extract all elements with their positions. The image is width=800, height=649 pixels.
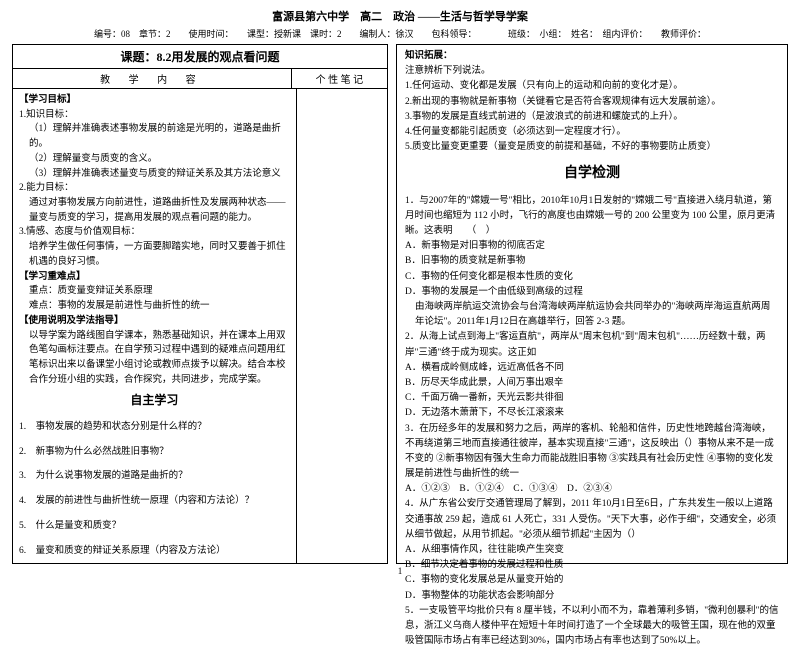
extension-heading: 知识拓展： (405, 49, 779, 64)
focus-heading: 【学习重难点】 (19, 270, 290, 285)
ext-item: 2.新出现的事物就是新事物（关键看它是否符合客观规律有远大发展前途）。 (405, 95, 779, 110)
test-option: D．事物整体的功能状态会影响部分 (405, 589, 779, 604)
goals-heading: 【学习目标】 (19, 93, 290, 108)
question-item: 3. 为什么说事物发展的道路是曲折的？ (19, 469, 290, 484)
knowledge-heading: 1.知识目标： (19, 108, 290, 123)
test-option: A．①②③ B．①②④ C．①③④ D．②③④ (405, 482, 779, 497)
notes-column (297, 89, 387, 563)
question-item: 2. 新事物为什么必然战胜旧事物？ (19, 445, 290, 460)
self-study-heading: 自主学习 (19, 391, 290, 410)
ext-item: 注意辨析下列说法。 (405, 64, 779, 79)
doc-header-title: 富源县第六中学 高二 政治 ——生活与哲学导学案 (12, 8, 788, 24)
k-item: （1）理解并准确表述事物发展的前途是光明的，道路是曲折的。 (19, 122, 290, 151)
k-item: （2）理解量变与质变的含义。 (19, 152, 290, 167)
test-option: C．事物的变化发展总是从量变开始的 (405, 573, 779, 588)
question-item: 1. 事物发展的趋势和状态分别是什么样的？ (19, 420, 290, 435)
usage-text: 以导学案为路线图自学课本，熟悉基础知识，并在课本上用双色笔勾画标注要点。在自学预… (19, 329, 290, 388)
ext-item: 3.事物的发展是直线式前进的（是波浪式的前进和螺旋式的上升）。 (405, 110, 779, 125)
main-container: 课题：8.2用发展的观点看问题 教 学 内 容 个 性 笔 记 【学习目标】 1… (12, 44, 788, 564)
doc-header-meta: 编号：08 章节：2 使用时间： 课型：授新课 课时：2 编制人：徐汉 包科领导… (12, 27, 788, 40)
lesson-title: 课题：8.2用发展的观点看问题 (13, 45, 387, 69)
test-option: B．细节决定着事物的发展过程和性质 (405, 558, 779, 573)
question-item: 6. 量变和质变的辩证关系原理（内容及方法论） (19, 544, 290, 559)
question-item: 5. 什么是量变和质变？ (19, 519, 290, 534)
focus-item: 重点：质变量变辩证关系原理 (19, 284, 290, 299)
test-option: A．横看成岭侧成峰，远近高低各不同 (405, 361, 779, 376)
left-column: 课题：8.2用发展的观点看问题 教 学 内 容 个 性 笔 记 【学习目标】 1… (12, 44, 388, 564)
ext-item: 1.任何运动、变化都是发展（只有向上的运动和向前的变化才是）。 (405, 79, 779, 94)
content-row: 【学习目标】 1.知识目标： （1）理解并准确表述事物发展的前途是光明的，道路是… (13, 89, 387, 563)
content-main: 【学习目标】 1.知识目标： （1）理解并准确表述事物发展的前途是光明的，道路是… (13, 89, 297, 563)
self-test-heading: 自学检测 (405, 163, 779, 185)
k-item: （3）理解并准确表述量变与质变的辩证关系及其方法论意义 (19, 167, 290, 182)
focus-item: 难点：事物的发展是前进性与曲折性的统一 (19, 299, 290, 314)
test-option: C．千面万确一番新，天光云影共徘徊 (405, 391, 779, 406)
test-option: A．从细事情作风，往往能唤产生突变 (405, 543, 779, 558)
values-item: 培养学生做任何事情，一方面要脚踏实地，同时又要善于抓住机遇的良好习惯。 (19, 240, 290, 269)
col-teaching-content: 教 学 内 容 (13, 69, 292, 88)
test-item: 3．在历经多年的发展和努力之后，两岸的客机、轮船和信件，历史性地跨越台湾海峡，不… (405, 422, 779, 483)
test-item: 2．从海上试点到海上"客运直航"，两岸从"周末包机"到"周末包机"……历经数十载… (405, 330, 779, 360)
ext-item: 5.质变比量变更重要（量变是质变的前提和基础，不好的事物要防止质变） (405, 140, 779, 155)
table-head: 教 学 内 容 个 性 笔 记 (13, 69, 387, 89)
test-item: 由海峡两岸航运交流协会与台湾海峡两岸航运协会共同举办的"海峡两岸海运直航两周年论… (405, 300, 779, 330)
test-option: D．事物的发展是一个由低级到高级的过程 (405, 285, 779, 300)
col-notes: 个 性 笔 记 (292, 69, 387, 88)
ability-heading: 2.能力目标： (19, 181, 290, 196)
ext-item: 4.任何量变都能引起质变（必须达到一定程度才行）。 (405, 125, 779, 140)
test-option: B．旧事物的质变就是新事物 (405, 254, 779, 269)
test-option: B．历尽天华成此景，人间万事出艰辛 (405, 376, 779, 391)
test-item: 1．与2007年的"嫦娥一号"相比，2010年10月1日发射的"嫦娥二号"直接进… (405, 194, 779, 240)
test-item: 5．一支吸管平均批价只有 8 厘半钱，不以利小而不为，靠着薄利多销，"微利创暴利… (405, 604, 779, 649)
test-option: C．事物的任何变化都是根本性质的变化 (405, 270, 779, 285)
question-item: 4. 发展的前进性与曲折性统一原理（内容和方法论）？ (19, 494, 290, 509)
ability-item: 通过对事物发展方向前进性，道路曲折性及发展两种状态——量变与质变的学习，提高用发… (19, 196, 290, 225)
test-option: D．无边落木萧萧下，不尽长江滚滚来 (405, 406, 779, 421)
test-option: A．新事物是对旧事物的彻底否定 (405, 239, 779, 254)
usage-heading: 【使用说明及学法指导】 (19, 314, 290, 329)
right-column: 知识拓展： 注意辨析下列说法。 1.任何运动、变化都是发展（只有向上的运动和向前… (396, 44, 788, 564)
values-heading: 3.情感、态度与价值观目标： (19, 225, 290, 240)
test-item: 4．从广东省公安厅交通管理局了解到，2011 年10月1日至6日，广东共发生一般… (405, 497, 779, 543)
